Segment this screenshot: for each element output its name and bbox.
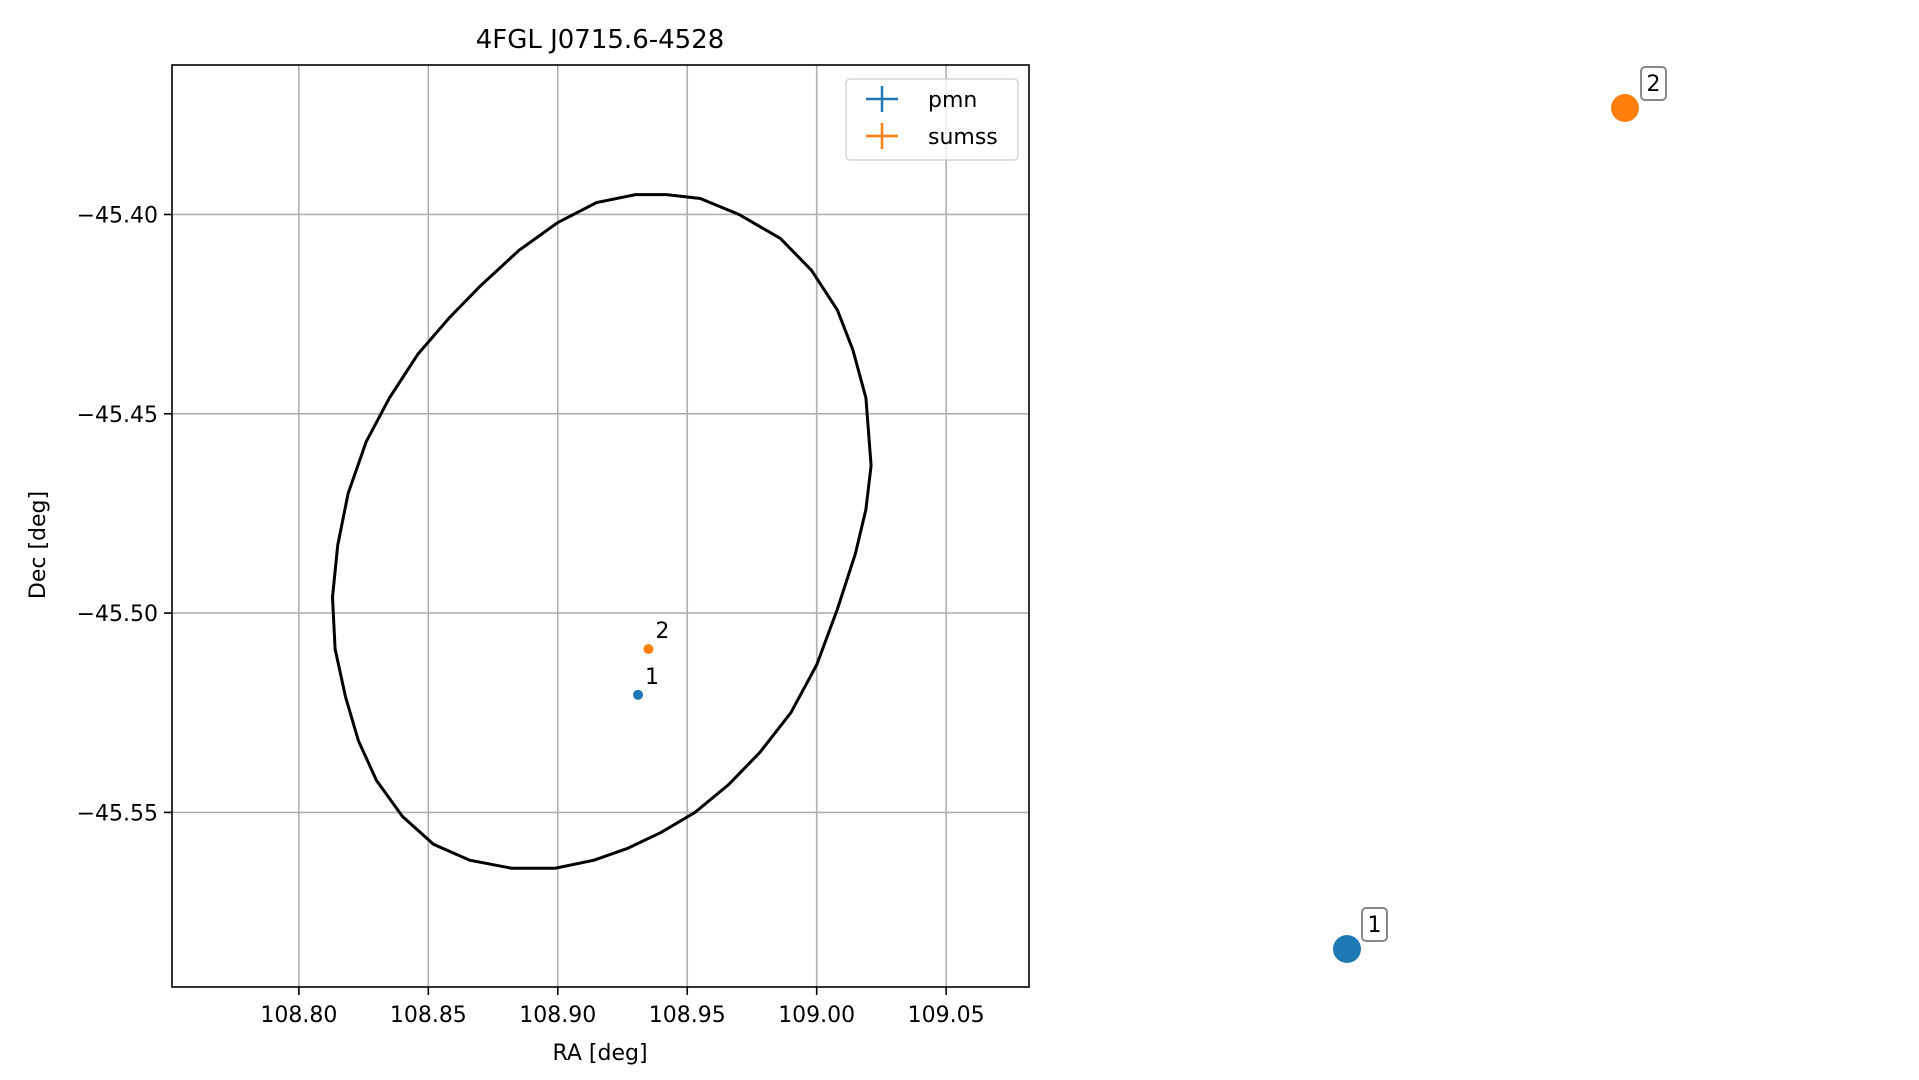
side-marker-2 — [1611, 94, 1639, 122]
legend-label-sumss: sumss — [928, 125, 998, 150]
y-axis-label: Dec [deg] — [26, 491, 51, 599]
y-tick-label: −45.50 — [77, 602, 158, 627]
plot-area — [172, 65, 1029, 987]
x-tick-label: 108.80 — [260, 1003, 337, 1028]
side-point-1: 1 — [1333, 907, 1388, 963]
side-marker-1 — [1333, 935, 1361, 963]
x-tick-label: 108.85 — [390, 1003, 467, 1028]
side-label-1: 1 — [1368, 913, 1382, 938]
legend-item-sumss: sumss — [866, 123, 998, 150]
point-label-pmn: 1 — [645, 665, 659, 690]
side-label-box-2 — [1640, 66, 1667, 101]
points-layer: 12 — [633, 619, 669, 700]
ellipse-layer — [330, 193, 873, 870]
y-tick-label: −45.55 — [77, 801, 158, 826]
main-chart: 12 108.80 108.85 108.90 108.95 109.00 109.05 … — [26, 25, 1030, 1066]
side-label-2: 2 — [1647, 72, 1661, 97]
point-pmn — [633, 689, 644, 700]
y-axis-ticks: −45.40 −45.45 −45.50 −45.55 — [77, 203, 172, 826]
x-tick-label: 109.05 — [908, 1003, 985, 1028]
legend-item-pmn: pmn — [866, 86, 977, 113]
y-tick-label: −45.45 — [77, 403, 158, 428]
legend-label-pmn: pmn — [928, 88, 977, 113]
x-tick-label: 108.90 — [519, 1003, 596, 1028]
x-tick-label: 109.00 — [778, 1003, 855, 1028]
point-sumss — [643, 643, 654, 654]
x-axis-ticks: 108.80 108.85 108.90 108.95 109.00 109.05 — [260, 987, 985, 1028]
y-tick-label: −45.40 — [77, 203, 158, 228]
side-point-2: 2 — [1611, 66, 1667, 122]
chart-title: 4FGL J0715.6-4528 — [476, 25, 725, 55]
plot-frame — [171, 64, 1030, 988]
x-tick-label: 108.95 — [649, 1003, 726, 1028]
side-panel: 2 1 — [1333, 66, 1667, 963]
grid — [172, 65, 1029, 987]
legend: pmn sumss — [845, 78, 1019, 161]
x-axis-label: RA [deg] — [552, 1041, 647, 1066]
point-label-sumss: 2 — [655, 619, 669, 644]
error-ellipse — [330, 193, 873, 870]
side-label-box-1 — [1361, 907, 1388, 942]
